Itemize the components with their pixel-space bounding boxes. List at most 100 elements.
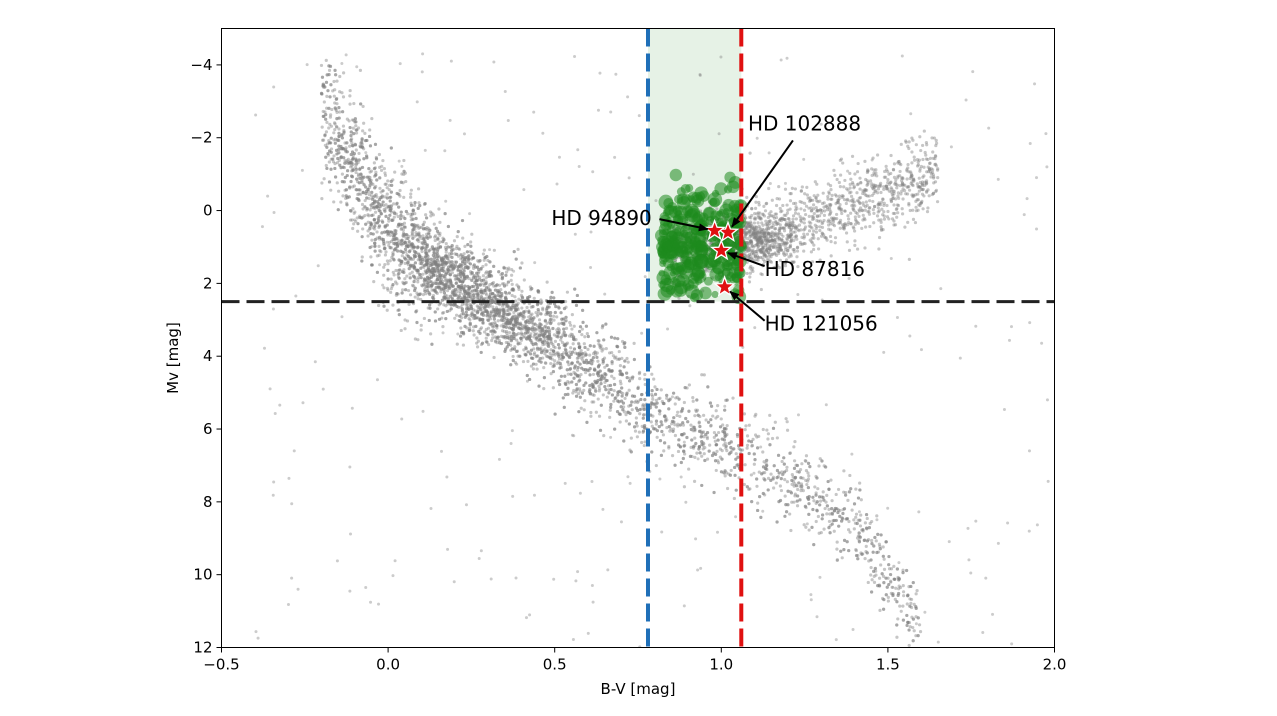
background-star-point <box>564 333 568 337</box>
background-star-point <box>913 656 916 659</box>
background-star-point <box>835 558 839 563</box>
background-star-point <box>835 558 839 562</box>
background-star-point <box>479 307 483 312</box>
background-star-point <box>355 177 359 181</box>
background-star-point <box>425 270 429 275</box>
background-star-point <box>449 252 454 256</box>
background-star-point <box>450 292 455 296</box>
background-star-point <box>445 309 449 314</box>
background-star-point <box>832 529 836 533</box>
background-star-point <box>909 584 913 589</box>
background-star-point <box>842 548 846 552</box>
background-star-point <box>334 107 338 111</box>
background-star-point <box>429 284 434 288</box>
background-star-point <box>377 303 381 308</box>
background-star-point <box>524 320 528 324</box>
background-star-point <box>485 310 489 314</box>
background-star-point <box>413 337 417 341</box>
background-star-point <box>835 547 839 551</box>
background-star-point <box>865 526 869 530</box>
background-star-point <box>469 304 473 308</box>
background-star-point <box>394 229 398 233</box>
background-star-point <box>484 339 488 344</box>
background-star-point <box>379 250 383 254</box>
background-star-point <box>551 326 555 331</box>
background-star-point <box>570 380 574 384</box>
background-star-point <box>332 79 336 84</box>
background-star-point <box>450 265 455 269</box>
background-star-point <box>348 102 352 106</box>
background-star-point <box>658 439 663 443</box>
background-star-point <box>454 293 458 297</box>
background-star-point <box>349 138 353 142</box>
background-star-point <box>428 269 432 274</box>
background-star-point <box>622 342 626 346</box>
background-star-point <box>500 282 505 286</box>
background-star-point <box>905 602 909 606</box>
background-star-point <box>514 315 518 319</box>
background-star-point <box>453 287 458 292</box>
background-star-point <box>551 369 556 374</box>
background-star-point <box>382 265 386 269</box>
background-star-point <box>537 334 542 339</box>
background-star-point <box>694 409 698 414</box>
background-star-point <box>342 166 347 170</box>
background-star-point <box>697 421 701 425</box>
background-star-point <box>488 273 492 277</box>
background-star-point <box>360 235 364 239</box>
background-star-point <box>535 332 539 336</box>
background-star-point <box>519 338 524 342</box>
background-star-point <box>568 320 572 325</box>
background-star-point <box>694 408 698 412</box>
background-star-point <box>480 341 485 345</box>
background-star-point <box>901 568 905 572</box>
background-star-point <box>393 237 397 242</box>
background-star-point <box>641 416 645 420</box>
background-star-point <box>399 213 403 218</box>
background-star-point <box>835 507 839 511</box>
background-star-point <box>547 320 552 324</box>
background-star-point <box>335 79 339 83</box>
background-star-point <box>372 217 376 222</box>
background-star-point <box>635 435 639 439</box>
background-star-point <box>337 127 341 131</box>
background-star-point <box>614 355 618 359</box>
background-star-point <box>415 224 419 229</box>
background-star-point <box>390 218 394 223</box>
background-star-point <box>418 292 422 297</box>
background-star-point <box>539 329 543 333</box>
background-star-point <box>811 507 815 512</box>
background-star-point <box>478 258 482 263</box>
background-star-point <box>549 341 554 345</box>
background-star-point <box>556 351 560 355</box>
background-star-point <box>370 263 374 267</box>
background-star-point <box>476 283 480 287</box>
background-star-point <box>499 287 503 292</box>
background-star-point <box>485 310 490 314</box>
background-star-point <box>477 283 481 287</box>
background-star-point <box>691 446 696 450</box>
background-star-point <box>496 314 500 318</box>
background-star-point <box>878 544 882 548</box>
background-star-point <box>629 403 633 407</box>
background-star-point <box>474 289 478 293</box>
background-star-point <box>509 318 514 323</box>
background-star-point <box>438 263 442 267</box>
background-star-point <box>584 353 588 357</box>
background-star-point <box>417 232 421 236</box>
background-star-point <box>497 308 502 312</box>
background-star-point <box>655 401 659 405</box>
background-star-point <box>676 424 680 428</box>
background-star-point <box>819 499 823 503</box>
background-star-point <box>382 286 386 290</box>
background-star-point <box>448 260 452 264</box>
background-star-point <box>377 198 382 202</box>
background-star-point <box>339 166 343 170</box>
background-star-point <box>332 131 336 135</box>
background-star-point <box>712 430 717 435</box>
background-star-point <box>505 333 510 338</box>
background-star-point <box>329 157 333 161</box>
background-star-point <box>592 393 596 397</box>
background-star-point <box>344 150 348 154</box>
background-star-point <box>437 317 442 321</box>
